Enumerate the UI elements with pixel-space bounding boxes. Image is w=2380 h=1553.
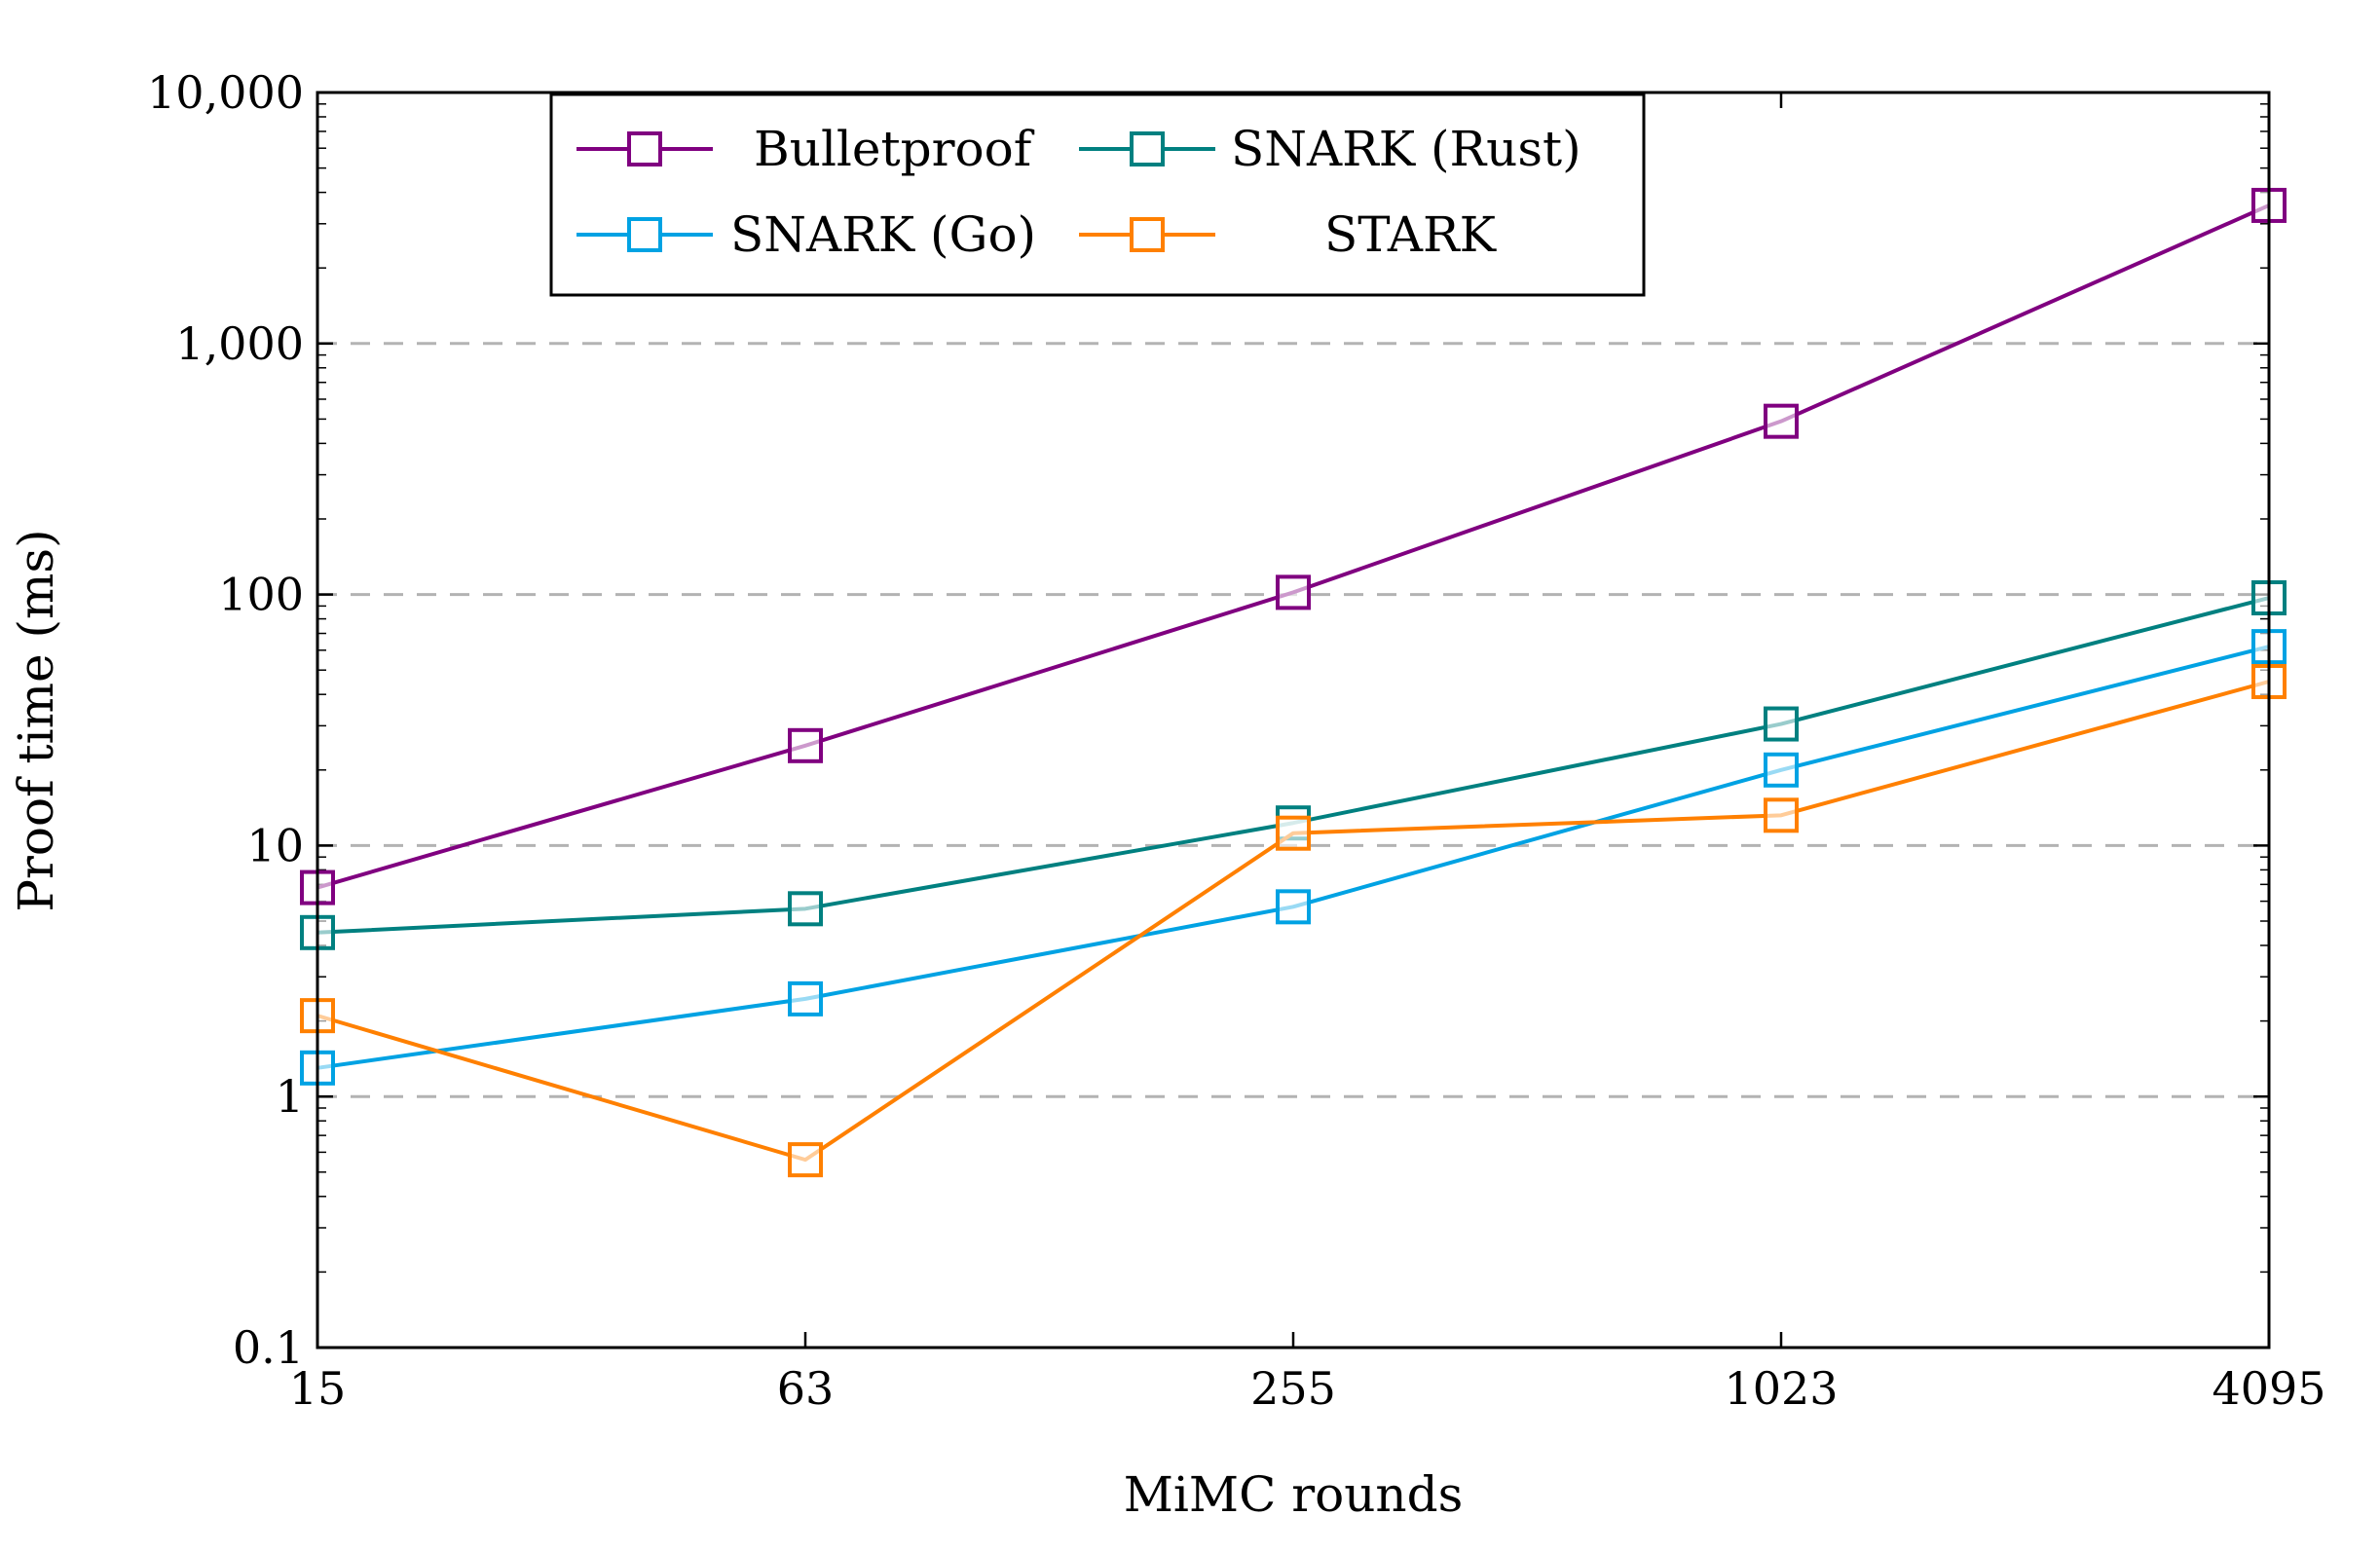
data-point-stark	[1764, 797, 1799, 833]
legend-entry-snark-rust: SNARK (Rust)	[1079, 121, 1581, 177]
data-point-stark	[788, 1142, 823, 1178]
x-axis-title: MiMC rounds	[1124, 1466, 1464, 1523]
data-point-snark-rust	[1764, 706, 1799, 742]
x-tick-labels: 15 63 255 1023 4095	[289, 1362, 2326, 1415]
legend-entry-stark: STARK	[1079, 206, 1498, 263]
y-tick-label: 10,000	[147, 66, 304, 119]
data-point-bulletproof	[1764, 403, 1799, 439]
series-bulletproof	[300, 187, 2287, 906]
legend-marker-snark-rust	[1130, 131, 1165, 166]
legend-entry-snark-go: SNARK (Go)	[576, 206, 1036, 263]
y-tick-label: 10	[246, 819, 304, 871]
y-tick-label: 1	[276, 1070, 304, 1123]
x-tick-label: 255	[1250, 1362, 1336, 1415]
legend-label-stark: STARK	[1324, 206, 1498, 263]
legend-marker-snark-go	[627, 217, 662, 252]
legend-label-snark-go: SNARK (Go)	[730, 206, 1036, 263]
data-point-snark-rust	[788, 891, 823, 927]
legend-marker-bulletproof	[627, 131, 662, 166]
x-tick-label: 1023	[1724, 1362, 1838, 1415]
y-axis-title: Proof time (ms)	[8, 529, 64, 911]
data-point-bulletproof	[1276, 574, 1311, 610]
x-tick-label: 4095	[2212, 1362, 2325, 1415]
legend-entry-bulletproof: Bulletproof	[576, 121, 1035, 177]
data-point-snark-go	[788, 980, 823, 1017]
y-tick-labels: 0.1 1 10 100 1,000 10,000	[147, 66, 304, 1374]
data-point-snark-go	[1276, 889, 1311, 925]
y-tick-label: 0.1	[233, 1321, 304, 1374]
legend-box	[549, 92, 1646, 297]
x-tick-label: 63	[777, 1362, 835, 1415]
data-point-bulletproof	[788, 727, 823, 763]
data-point-snark-go	[1764, 752, 1799, 788]
x-tick-label: 15	[289, 1362, 347, 1415]
y-tick-label: 100	[218, 569, 304, 621]
y-tick-label: 1,000	[175, 317, 304, 370]
legend: Bulletproof SNARK (Rust) SNARK (Go) STAR…	[549, 92, 1646, 297]
legend-label-bulletproof: Bulletproof	[754, 121, 1035, 177]
plot-area-frame	[316, 91, 2271, 1350]
legend-marker-stark	[1130, 217, 1165, 252]
legend-label-snark-rust: SNARK (Rust)	[1231, 121, 1581, 177]
data-point-stark	[1276, 815, 1311, 851]
